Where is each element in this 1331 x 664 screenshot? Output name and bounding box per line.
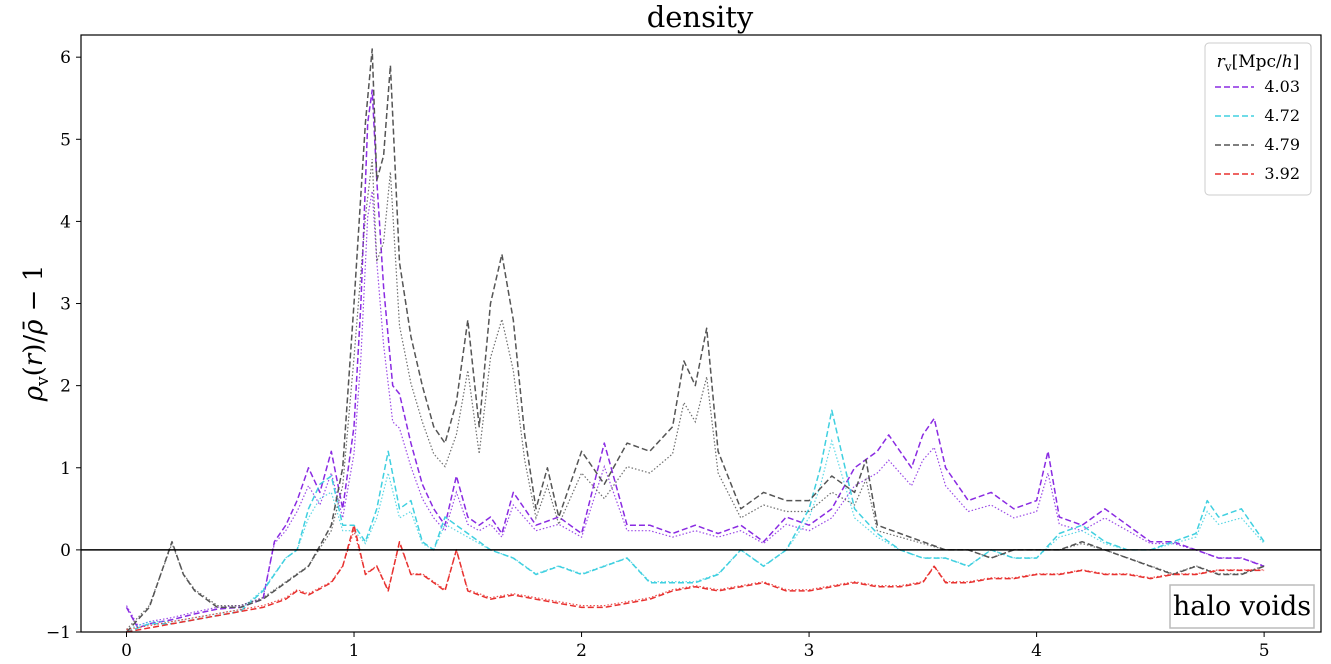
series-line-4-72 [126,409,1265,632]
y-tick-label: 5 [60,130,71,150]
y-tick-label: 4 [60,212,71,232]
legend-label: 4.03 [1264,77,1300,96]
x-tick-label: 3 [804,641,815,661]
plot-frame [80,34,1322,633]
y-tick-label: −1 [46,623,71,643]
series-line-3-92 [126,524,1265,632]
axis-ticks: 0 1 2 3 4 5 −1 0 1 2 3 4 5 6 [46,48,1270,661]
y-tick-label: 0 [60,541,71,561]
legend-title: rv[Mpc/h] [1217,52,1300,74]
legend-label: 3.92 [1264,164,1300,183]
x-tick-label: 0 [121,641,132,661]
legend: rv[Mpc/h] 4.03 4.72 4.79 3.92 [1204,42,1312,196]
halo-voids-annotation: halo voids [1169,584,1315,629]
series-line-4-79 [125,48,1265,632]
y-tick-label: 1 [60,459,71,479]
x-tick-label: 5 [1259,641,1270,661]
annotation-text: halo voids [1173,591,1311,622]
chart-title: density [647,0,754,34]
legend-label: 4.79 [1264,135,1300,154]
plot-lines [125,48,1265,632]
x-tick-label: 4 [1031,641,1042,661]
y-tick-label: 6 [60,48,71,68]
series-dotted-4-03 [125,191,1265,627]
legend-box [1204,42,1312,196]
y-tick-label: 2 [60,377,71,397]
series-dotted-3-92 [126,528,1265,631]
series-dotted-4-79 [126,159,1265,630]
svg-text:ρv(r)/ρ̄ − 1: ρv(r)/ρ̄ − 1 [19,265,53,403]
annotation-box [1169,584,1315,629]
series-line-4-03 [125,89,1265,629]
legend-label: 4.72 [1264,106,1300,125]
y-axis-label: ρv(r)/ρ̄ − 1 [19,265,53,403]
x-tick-label: 2 [576,641,587,661]
series-dotted-4-72 [126,438,1265,631]
y-tick-label: 3 [60,295,71,315]
x-tick-label: 1 [349,641,360,661]
